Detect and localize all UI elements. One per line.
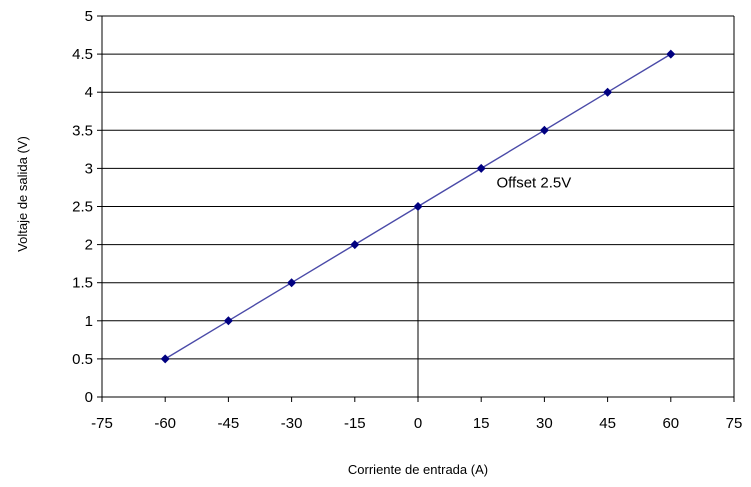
y-tick-label: 4 — [85, 84, 93, 101]
x-tick-label: 60 — [662, 415, 679, 432]
x-tick-label: -30 — [281, 415, 303, 432]
data-point-marker — [224, 316, 233, 325]
data-point-marker — [603, 88, 612, 97]
y-axis-title: Voltaje de salida (V) — [15, 136, 30, 252]
data-point-marker — [477, 164, 486, 173]
offset-annotation: Offset 2.5V — [496, 174, 571, 191]
y-tick-label: 4.5 — [72, 46, 93, 63]
data-point-marker — [540, 126, 549, 135]
x-tick-label: -15 — [344, 415, 366, 432]
x-tick-label: -45 — [218, 415, 240, 432]
y-tick-label: 2 — [85, 237, 93, 254]
y-tick-label: 0.5 — [72, 351, 93, 368]
x-axis-title: Corriente de entrada (A) — [348, 462, 488, 477]
x-tick-label: -75 — [91, 415, 113, 432]
x-tick-labels: -75 -60 -45 -30 -15 0 15 30 45 60 75 — [91, 415, 742, 432]
data-point-marker — [350, 240, 359, 249]
y-tick-label: 2.5 — [72, 199, 93, 216]
y-tick-label: 3 — [85, 160, 93, 177]
y-tick-labels: 0 0.5 1 1.5 2 2.5 3 3.5 4 4.5 5 — [72, 8, 93, 406]
x-tick-label: 0 — [414, 415, 422, 432]
data-point-marker — [161, 354, 170, 363]
x-tick-label: 15 — [473, 415, 490, 432]
y-tick-label: 1.5 — [72, 275, 93, 292]
y-tick-label: 0 — [85, 389, 93, 406]
y-tick-label: 1 — [85, 313, 93, 330]
x-tick-label: 30 — [536, 415, 553, 432]
data-point-marker — [414, 202, 423, 211]
y-tick-label: 3.5 — [72, 122, 93, 139]
x-tick-label: 45 — [599, 415, 616, 432]
y-tick-label: 5 — [85, 8, 93, 25]
data-point-marker — [666, 50, 675, 59]
x-tick-label: 75 — [726, 415, 743, 432]
data-point-marker — [287, 278, 296, 287]
x-tick-label: -60 — [154, 415, 176, 432]
